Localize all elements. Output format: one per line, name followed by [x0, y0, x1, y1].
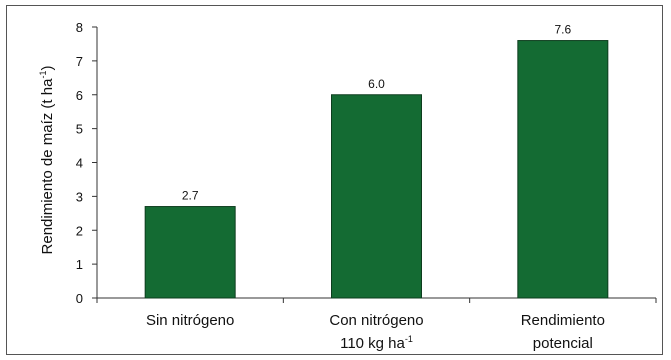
bar-value-label: 7.6 — [554, 23, 571, 37]
y-axis-label-sup: -1 — [38, 71, 48, 79]
category-label: Sin nitrógeno — [146, 312, 234, 329]
category-label-line2-main: 110 kg ha — [340, 335, 405, 352]
y-tick-label: 0 — [76, 291, 83, 306]
bar-value-label: 6.0 — [368, 77, 385, 91]
bar — [144, 206, 236, 299]
bar — [517, 40, 609, 299]
x-axis — [96, 297, 657, 303]
y-tick-label: 4 — [76, 156, 83, 171]
bar — [331, 94, 422, 299]
y-axis-label-main: Rendimiento de maíz (t ha — [39, 78, 56, 255]
y-tick-label: 5 — [76, 122, 83, 137]
data-labels: 2.7 6.0 7.6 — [182, 23, 572, 203]
y-tick-label: 6 — [76, 88, 83, 103]
y-axis-label-close: ) — [39, 66, 56, 71]
category-label-line2: potencial — [533, 335, 593, 352]
y-tick-label: 8 — [76, 20, 83, 35]
y-axis-label: Rendimiento de maíz (t ha-1) — [38, 66, 56, 255]
category-label-line2-sup: -1 — [405, 334, 413, 344]
y-axis: 0 1 2 3 4 5 6 7 8 — [76, 20, 98, 306]
bars — [144, 40, 609, 299]
category-label: Rendimiento — [521, 312, 605, 329]
y-tick-label: 7 — [76, 54, 83, 69]
bar-value-label: 2.7 — [182, 189, 199, 203]
category-labels: Sin nitrógeno Con nitrógeno 110 kg ha-1 Ren… — [146, 312, 605, 352]
y-tick-label: 1 — [76, 257, 83, 272]
y-tick-label: 2 — [76, 223, 83, 238]
y-tick-label: 3 — [76, 189, 83, 204]
category-label: Con nitrógeno — [329, 312, 423, 329]
category-label-line2-main: potencial — [533, 335, 593, 352]
category-label-line2: 110 kg ha-1 — [340, 334, 413, 352]
